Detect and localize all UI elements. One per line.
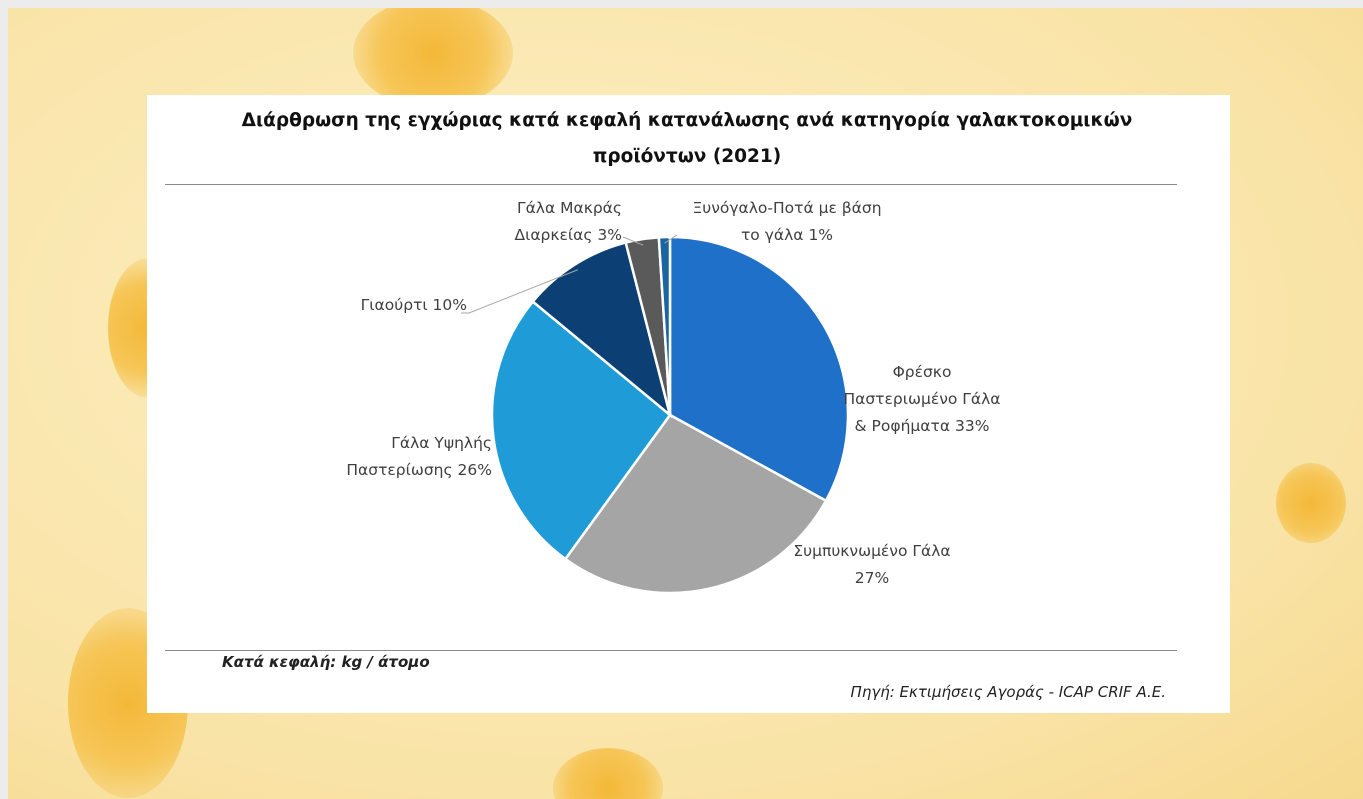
pie-chart xyxy=(147,95,1230,713)
slice-label: Γιαούρτι 10% xyxy=(297,292,467,319)
footnote: Κατά κεφαλή: kg / άτομο xyxy=(222,653,430,671)
slice-label: Γάλα Υψηλής Παστερίωσης 26% xyxy=(307,430,492,484)
slice-label: Γάλα Μακράς Διαρκείας 3% xyxy=(477,195,622,249)
page: Διάρθρωση της εγχώριας κατά κεφαλή καταν… xyxy=(0,0,1363,799)
category-label: Συμπυκνωμένο Γάλα xyxy=(793,542,950,560)
source: Πηγή: Εκτιμήσεις Αγοράς - ICAP CRIF A.E. xyxy=(851,683,1166,701)
slice-label: Ξυνόγαλο-Ποτά με βάση το γάλα 1% xyxy=(687,195,887,249)
value-label: 26% xyxy=(458,461,492,479)
category-label: Γιαούρτι xyxy=(361,296,428,314)
value-label: 3% xyxy=(597,226,622,244)
value-label: 33% xyxy=(955,417,989,435)
slice-label: Συμπυκνωμένο Γάλα 27% xyxy=(787,538,957,592)
chart-panel: Διάρθρωση της εγχώριας κατά κεφαλή καταν… xyxy=(147,95,1230,713)
category-label: Ξυνόγαλο-Ποτά με βάση το γάλα xyxy=(692,199,881,244)
slice-label: Φρέσκο Παστεριωμένο Γάλα & Ροφήματα 33% xyxy=(837,359,1007,440)
value-label: 27% xyxy=(855,569,889,587)
value-label: 10% xyxy=(433,296,467,314)
value-label: 1% xyxy=(808,226,833,244)
